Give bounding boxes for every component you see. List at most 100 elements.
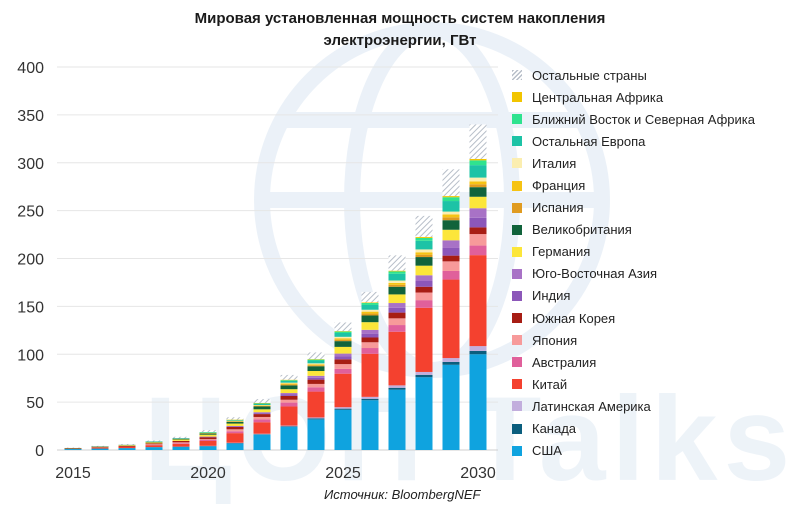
bar-segment — [415, 292, 433, 301]
legend-label: Китай — [532, 376, 568, 392]
bar-segment — [280, 385, 298, 390]
bar-segment — [469, 181, 487, 185]
bar-segment — [442, 361, 460, 365]
legend-item: США — [512, 440, 797, 462]
bar-segment — [199, 445, 217, 447]
bar-segment — [307, 359, 325, 361]
legend-item: Италия — [512, 152, 797, 174]
bar-segment — [226, 433, 244, 443]
bar-segment — [145, 445, 163, 448]
bar-segment — [442, 358, 460, 362]
bar-segment — [280, 399, 298, 403]
legend-label: Латинская Америка — [532, 398, 651, 414]
legend-label: Южная Корея — [532, 310, 616, 326]
bar-segment — [307, 383, 325, 388]
bar-segment — [226, 443, 244, 450]
bar-segment — [334, 331, 352, 333]
bar-segment — [469, 187, 487, 197]
bar-segment — [469, 124, 487, 159]
legend-item: Япония — [512, 329, 797, 351]
bar-segment — [334, 356, 352, 360]
bar-segment — [388, 312, 406, 319]
bar-segment — [253, 422, 271, 434]
bar-segment — [442, 211, 460, 215]
bar-segment — [334, 407, 352, 409]
bar-segment — [118, 446, 136, 449]
bar-segment — [226, 423, 244, 426]
bar-segment — [388, 270, 406, 272]
legend-label: США — [532, 443, 562, 459]
legend-swatch — [512, 335, 522, 346]
bar-segment — [388, 273, 406, 281]
legend-label: Австралия — [532, 354, 597, 370]
bar-segment — [361, 396, 379, 399]
bar-segment — [253, 433, 271, 435]
bar-segment — [415, 286, 433, 293]
bar-segment — [172, 438, 190, 439]
bar-segment — [442, 220, 460, 230]
bar-segment — [307, 365, 325, 367]
x-tick-label: 2015 — [55, 465, 91, 482]
bar-segment — [307, 352, 325, 360]
bar-segment — [199, 433, 217, 435]
bar-segment — [415, 300, 433, 308]
bar-segment — [388, 389, 406, 450]
bar-segment — [442, 201, 460, 212]
bar-segment — [145, 441, 163, 442]
bar-segment — [226, 425, 244, 427]
x-tick-label: 2030 — [460, 465, 496, 482]
bar-segment — [280, 380, 298, 381]
legend-swatch — [512, 202, 522, 213]
bar-segment — [91, 448, 109, 450]
bar-segment — [145, 447, 163, 450]
bar-segment — [388, 282, 406, 285]
legend-swatch — [512, 268, 522, 279]
bar-segment — [469, 184, 487, 188]
bar-segment — [307, 360, 325, 364]
bar-segment — [361, 333, 379, 338]
bar-segment — [415, 252, 433, 255]
bar-segment — [253, 399, 271, 403]
bar-segment — [91, 447, 109, 448]
bar-segment — [361, 337, 379, 343]
bar-segment — [334, 341, 352, 347]
legend-swatch — [512, 357, 522, 368]
bar-segment — [469, 177, 487, 182]
bar-segment — [199, 440, 217, 441]
bar-segment — [280, 389, 298, 394]
bar-segment — [388, 385, 406, 388]
bar-segment — [253, 405, 271, 406]
bar-segment — [388, 387, 406, 390]
bar-segment — [442, 247, 460, 256]
bar-segment — [415, 215, 433, 237]
bar-segment — [64, 447, 82, 449]
bar-segment — [361, 342, 379, 349]
bar-segment — [280, 383, 298, 385]
bar-segment — [172, 439, 190, 441]
bar-segment — [253, 405, 271, 407]
bar-segment — [145, 443, 163, 445]
bar-segment — [226, 426, 244, 430]
bar-segment — [226, 419, 244, 421]
bar-segment — [361, 400, 379, 450]
y-tick-label: 100 — [17, 347, 44, 364]
bar-segment — [280, 427, 298, 450]
bar-segment — [145, 442, 163, 444]
bar-segment — [334, 368, 352, 374]
bar-segment — [334, 332, 352, 337]
bar-segment — [307, 364, 325, 366]
bar-segment — [307, 419, 325, 450]
y-tick-label: 50 — [26, 395, 44, 412]
legend-item: Австралия — [512, 351, 797, 373]
bar-segment — [415, 237, 433, 241]
bar-segment — [253, 412, 271, 414]
y-tick-label: 200 — [17, 252, 44, 269]
bar-segment — [172, 440, 190, 443]
legend-item: Китай — [512, 373, 797, 395]
bar-segment — [199, 436, 217, 438]
bar-segment — [307, 366, 325, 372]
bar-segment — [145, 441, 163, 443]
bar-segment — [253, 409, 271, 413]
source-note: Источник: BloombergNEF — [324, 487, 481, 502]
bar-segment — [145, 440, 163, 442]
